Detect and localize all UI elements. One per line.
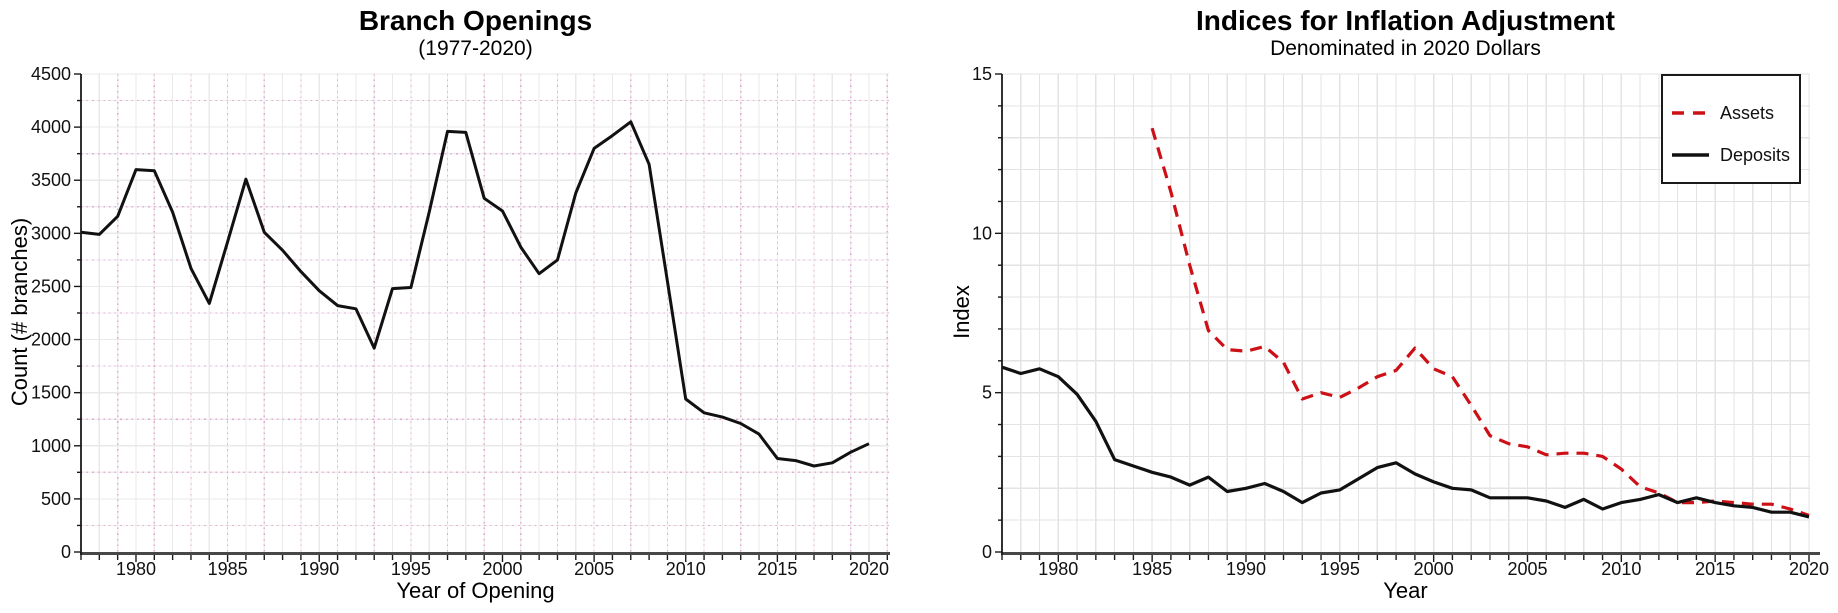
x-tick-label: 2020 [1789,559,1829,579]
y-tick-label: 1000 [31,436,71,456]
gridlines [81,73,889,552]
y-tick-label: 4500 [31,64,71,84]
y-tick-label: 5 [982,383,992,403]
series-assets [1150,127,1810,517]
axes: 1980 1985 1990 1995 2000 2005 2010 2015 2020 0 500… [31,64,890,579]
y-tick-label: 4000 [31,117,71,137]
x-axis-label: Year [1383,578,1428,603]
branch-openings-chart: Branch Openings (1977-2020) Count (# bra… [7,5,890,603]
x-tick-label: 1995 [391,559,431,579]
data-series [80,120,870,468]
branch-openings-plot: 1980 1985 1990 1995 2000 2005 2010 2015 2020 0 500… [31,64,890,579]
y-tick-label: 10 [972,223,992,243]
y-tick-label: 3000 [31,223,71,243]
inflation-indices-chart: Indices for Inflation Adjustment Denomin… [919,0,1838,613]
x-tick-label: 2010 [1601,559,1641,579]
x-tick-label: 2010 [666,559,706,579]
y-tick-label: 3500 [31,170,71,190]
legend: Assets Deposits [1661,74,1801,184]
y-tick-label: 2000 [31,330,71,350]
legend-label: Deposits [1720,145,1790,165]
legend-label: Assets [1720,103,1774,123]
y-tick-label: 0 [61,542,71,562]
x-tick-label: 1980 [1038,559,1078,579]
y-tick-label: 0 [982,542,992,562]
x-tick-label: 2000 [1414,559,1454,579]
chart-title: Indices for Inflation Adjustment [1196,5,1615,36]
data-series [1001,127,1810,519]
y-tick-label: 2500 [31,276,71,296]
x-tick-label: 2015 [757,559,797,579]
inflation-indices-plot: 1980 1985 1990 1995 2000 2005 2010 2015 2020 0 5 10… [972,64,1829,579]
x-tick-label: 2000 [482,559,522,579]
x-tick-label: 1980 [116,559,156,579]
x-axis-label: Year of Opening [396,578,555,603]
y-tick-label: 15 [972,64,992,84]
x-tick-label: 1990 [299,559,339,579]
x-tick-label: 1985 [208,559,248,579]
chart-title: Branch Openings [358,5,593,36]
x-tick-label: 1985 [1132,559,1172,579]
x-tick-label: 2015 [1695,559,1735,579]
x-tick-label: 1990 [1226,559,1266,579]
x-tick-label: 2020 [849,559,889,579]
series-deposits [1001,365,1810,519]
x-tick-label: 1995 [1320,559,1360,579]
chart-subtitle: Denominated in 2020 Dollars [1270,37,1541,60]
chart-subtitle: (1977-2020) [418,37,533,60]
series-branch openings [80,120,870,468]
gridlines [1002,73,1810,552]
y-tick-label: 1500 [31,383,71,403]
axes: 1980 1985 1990 1995 2000 2005 2010 2015 2020 0 5 10… [972,64,1829,579]
x-tick-label: 2005 [574,559,614,579]
x-tick-label: 2005 [1507,559,1547,579]
y-tick-label: 500 [41,489,71,509]
